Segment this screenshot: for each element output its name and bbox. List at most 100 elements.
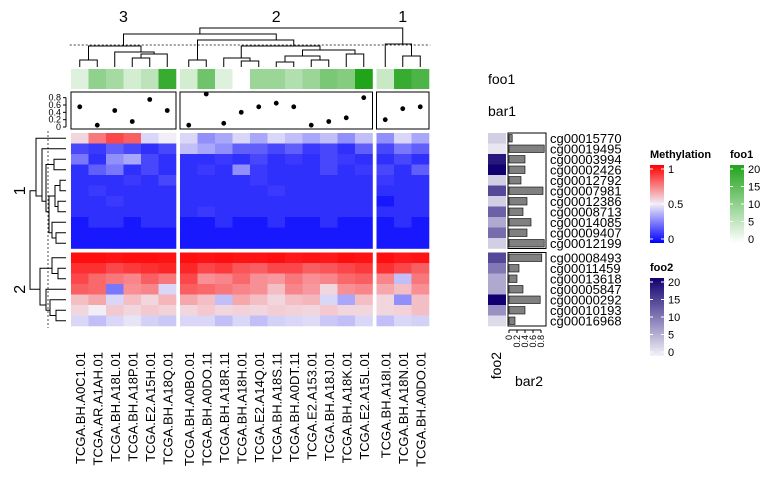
heatmap-cell [376, 227, 395, 239]
heatmap-cell [197, 315, 216, 327]
column-dendrogram-branch [114, 51, 155, 67]
foo1-cell [267, 69, 286, 89]
heatmap-cell [355, 164, 373, 176]
heatmap-cell [232, 273, 251, 285]
heatmap-cell [411, 206, 430, 218]
heatmap-cell [302, 273, 321, 285]
heatmap-cell [141, 143, 159, 155]
heatmap-cell [123, 164, 142, 176]
heatmap-cell [141, 175, 159, 186]
heatmap-cell [232, 294, 251, 306]
heatmap-cell [376, 154, 395, 165]
column-dendrogram-branch [302, 49, 356, 56]
heatmap-cell [123, 133, 142, 144]
foo1-cell [106, 69, 124, 89]
heatmap-cell [197, 154, 216, 165]
row-label: cg00008493 [550, 250, 622, 265]
heatmap-cell [337, 143, 356, 155]
heatmap-cell [88, 154, 107, 165]
heatmap-cell [158, 175, 177, 186]
heatmap-cell [106, 164, 124, 176]
heatmap-cell [320, 217, 338, 228]
column-dendrogram-branch [284, 55, 321, 62]
bar1-panel-border [179, 91, 373, 130]
heatmap-cell [337, 206, 356, 218]
heatmap-cell [215, 196, 233, 207]
heatmap-cell [337, 185, 356, 197]
heatmap-cell [141, 227, 159, 239]
bar2-bar [508, 274, 518, 283]
heatmap-cell [267, 206, 286, 218]
heatmap-cell [320, 206, 338, 218]
heatmap-cell [141, 217, 159, 228]
heatmap-cell [411, 252, 430, 264]
heatmap-cell [411, 185, 430, 197]
column-split-title: 3 [119, 9, 128, 26]
row-dendrogram-branch [51, 257, 66, 274]
methylation-legend-tick-label: 1 [668, 164, 674, 176]
bar1-point [164, 108, 170, 113]
column-dendrogram-branch [188, 59, 207, 67]
heatmap-cell [250, 217, 268, 228]
heatmap-cell [215, 175, 233, 186]
heatmap-cell [250, 227, 268, 239]
heatmap-cell [88, 164, 107, 176]
heatmap-cell [337, 133, 356, 144]
foo1-cell [215, 69, 233, 89]
heatmap-cell [355, 196, 373, 207]
heatmap-cell [411, 294, 430, 306]
heatmap-cell [285, 315, 303, 327]
heatmap-cell [88, 175, 107, 186]
heatmap-cell [355, 133, 373, 144]
heatmap-cell [158, 238, 177, 249]
heatmap-cell [71, 227, 89, 239]
bar2-bar [508, 306, 526, 315]
column-label: TCGA.BH.A0DT.11 [287, 352, 302, 462]
heatmap-cell [106, 206, 124, 218]
bar2-bar [508, 218, 532, 227]
heatmap-cell [320, 143, 338, 155]
heatmap-cell [158, 252, 177, 264]
heatmap-cell [394, 263, 412, 274]
heatmap-cell [394, 227, 412, 239]
heatmap-cell [376, 273, 395, 285]
bar2-bar [508, 155, 526, 164]
foo2-legend-title: foo2 [650, 262, 673, 274]
heatmap-cell [88, 185, 107, 197]
heatmap-cell [106, 263, 124, 274]
heatmap-cell [88, 305, 107, 316]
heatmap-cell [232, 252, 251, 264]
heatmap-cell [355, 315, 373, 327]
column-label: TCGA.BH.A18P.01 [125, 352, 140, 462]
heatmap-cell [411, 154, 430, 165]
heatmap-cell [88, 273, 107, 285]
column-label: TCGA.BH.A0DO.11 [199, 352, 214, 466]
heatmap-cell [411, 133, 430, 144]
heatmap-cell [302, 227, 321, 239]
heatmap-cell [411, 315, 430, 327]
heatmap-cell [158, 217, 177, 228]
heatmap-cell [355, 294, 373, 306]
heatmap-cell [355, 227, 373, 239]
column-label: TCGA.BH.A18N.01 [396, 352, 411, 464]
heatmap-cell [337, 196, 356, 207]
heatmap-cell [197, 238, 216, 249]
heatmap-cell [197, 185, 216, 197]
bar2-bar [508, 239, 545, 248]
heatmap-cell [320, 315, 338, 327]
bar1-point [147, 97, 153, 102]
heatmap-cell [158, 294, 177, 306]
heatmap-cell [394, 143, 412, 155]
heatmap-cell [215, 273, 233, 285]
foo1-cell [376, 69, 395, 89]
heatmap-cell [180, 196, 198, 207]
heatmap-cell [141, 305, 159, 316]
bar1-point [77, 104, 83, 110]
heatmap-cell [232, 164, 251, 176]
heatmap-cell [302, 196, 321, 207]
heatmap-cell [250, 238, 268, 249]
heatmap-cell [250, 175, 268, 186]
bar1-tick-label: 0.6 [48, 100, 61, 110]
heatmap-cell [197, 227, 216, 239]
